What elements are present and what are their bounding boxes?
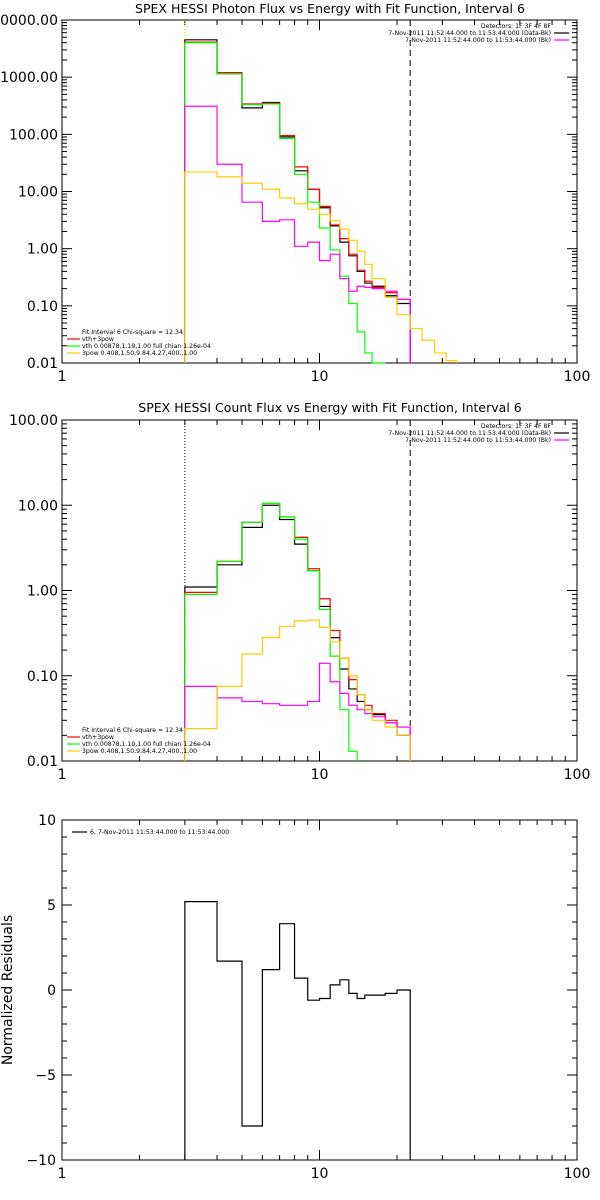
series-line-2 — [184, 502, 411, 761]
count-flux-fit-legend: Fit Interval 6 Chi-square = 12.34vth+3po… — [67, 727, 211, 755]
count-flux-title: SPEX HESSI Count Flux vs Energy with Fit… — [138, 400, 521, 415]
y-tick-label: 100.00 — [9, 127, 58, 143]
photon-flux-ticks: 1 10 100 0.01 0.10 1.00 10.00 100.00 1000.00 1000… — [0, 13, 590, 385]
residuals-legend: 6, 7-Nov-2011 11:53:44.000 to 11:53:44.0… — [72, 829, 229, 836]
y-tick-label: 1.00 — [27, 242, 58, 258]
y-tick-label: 0 — [47, 983, 56, 999]
count-flux-panel: SPEX HESSI Count Flux vs Energy with Fit… — [9, 400, 590, 783]
info-line: 7-Nov-2011 11:52:44.000 to 11:53:44.000 … — [388, 430, 551, 437]
series-line-3 — [184, 502, 358, 761]
info-line: 7-Nov-2011 11:52:44.000 to 11:53:44.000 … — [405, 37, 551, 44]
residuals-panel: Normalized Residuals 1 10 100 −10 −5 0 5 10 6, … — [0, 813, 590, 1182]
residual-legend-text: 6, 7-Nov-2011 11:53:44.000 to 11:53:44.0… — [90, 829, 229, 836]
y-tick-label: −10 — [26, 1153, 56, 1169]
y-tick-label: 10 — [38, 813, 56, 829]
y-tick-label: 0.01 — [27, 754, 58, 770]
residuals-y-axis-label: Normalized Residuals — [0, 915, 16, 1065]
y-tick-label: 10000.00 — [0, 13, 58, 29]
y-tick-label: 1000.00 — [0, 70, 58, 86]
y-tick-label: 10.00 — [18, 185, 58, 201]
photon-flux-reference-lines — [184, 20, 411, 363]
photon-flux-series — [184, 39, 457, 364]
fit-legend-text: vth+3pow — [82, 336, 114, 343]
y-tick-label: 0.10 — [27, 669, 58, 685]
photon-flux-info-box: Detectors: 1F 3F 4F 8F7-Nov-2011 11:52:4… — [388, 23, 569, 44]
photon-flux-title: SPEX HESSI Photon Flux vs Energy with Fi… — [135, 1, 525, 16]
info-line: Detectors: 1F 3F 4F 8F — [481, 23, 552, 30]
fit-legend-text: Fit Interval 6 Chi-square = 12.34 — [82, 329, 183, 336]
series-line-1 — [184, 901, 411, 1160]
residuals-series — [184, 901, 411, 1160]
fit-legend-text: vth+3pow — [82, 734, 114, 741]
fit-legend-text: 3pow 0.408,1.50,9.84,4.27,400.,1.00 — [82, 350, 197, 357]
series-line-4 — [184, 105, 411, 363]
y-tick-label: −5 — [35, 1068, 56, 1084]
y-tick-label: 0.10 — [27, 299, 58, 315]
count-flux-reference-lines — [184, 420, 411, 761]
y-tick-label: 0.01 — [27, 356, 58, 372]
series-line-2 — [184, 41, 411, 363]
info-line: 7-Nov-2011 11:52:44.000 to 11:53:44.000 … — [405, 437, 551, 444]
x-tick-label: 100 — [564, 767, 591, 783]
fit-legend-text: vth 0.00878,1.19,1.00 full chian 1.26e-0… — [82, 343, 211, 350]
series-line-5 — [184, 619, 411, 761]
fit-legend-text: 3pow 0.408,1.50,9.84,4.27,400.,1.00 — [82, 748, 197, 755]
y-tick-label: 100.00 — [9, 413, 58, 429]
series-line-1 — [184, 39, 411, 363]
x-tick-label: 10 — [311, 1166, 329, 1182]
count-flux-series — [184, 502, 411, 761]
info-line: 7-Nov-2011 11:52:44.000 to 11:53:44.000 … — [388, 30, 551, 37]
residuals-ticks: 1 10 100 −10 −5 0 5 10 — [26, 813, 590, 1182]
y-tick-label: 5 — [47, 898, 56, 914]
x-tick-label: 10 — [311, 369, 329, 385]
fit-legend-text: vth 0.00878,1.19,1.00 full chian 1.26e-0… — [82, 741, 211, 748]
series-line-3 — [184, 42, 386, 364]
x-tick-label: 1 — [58, 1166, 67, 1182]
residuals-plot-frame — [61, 819, 578, 1161]
series-line-5 — [184, 171, 457, 363]
x-tick-label: 1 — [58, 767, 67, 783]
photon-flux-panel: SPEX HESSI Photon Flux vs Energy with Fi… — [0, 1, 590, 385]
x-tick-label: 1 — [58, 369, 67, 385]
count-flux-info-box: Detectors: 1F 3F 4F 8F7-Nov-2011 11:52:4… — [388, 423, 569, 444]
y-tick-label: 10.00 — [18, 498, 58, 514]
series-line-1 — [184, 504, 411, 761]
x-tick-label: 100 — [564, 369, 591, 385]
info-line: Detectors: 1F 3F 4F 8F — [481, 423, 552, 430]
x-tick-label: 100 — [564, 1166, 591, 1182]
fit-legend-text: Fit Interval 6 Chi-square = 12.34 — [82, 727, 183, 734]
photon-flux-fit-legend: Fit Interval 6 Chi-square = 12.34vth+3po… — [67, 329, 211, 357]
y-tick-label: 1.00 — [27, 584, 58, 600]
series-line-4 — [184, 662, 411, 761]
x-tick-label: 10 — [311, 767, 329, 783]
count-flux-ticks: 1 10 100 0.01 0.10 1.00 10.00 100.00 — [9, 413, 590, 783]
